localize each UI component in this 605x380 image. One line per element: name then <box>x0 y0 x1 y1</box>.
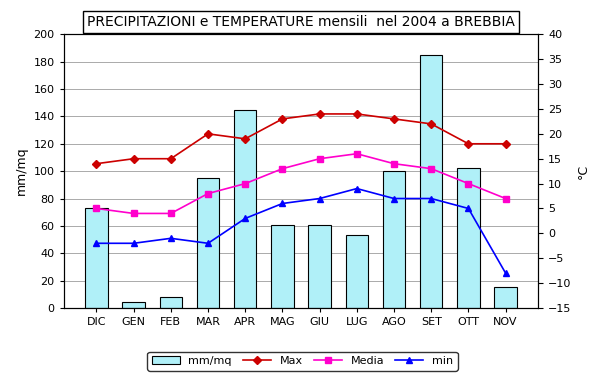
Bar <box>197 178 219 308</box>
Media <box>279 166 286 171</box>
Bar <box>271 225 293 308</box>
Bar <box>309 225 331 308</box>
Media <box>204 191 212 196</box>
Bar <box>234 109 257 308</box>
Bar <box>383 171 405 308</box>
Title: PRECIPITAZIONI e TEMPERATURE mensili  nel 2004 a BREBBIA: PRECIPITAZIONI e TEMPERATURE mensili nel… <box>87 15 515 29</box>
min <box>279 201 286 206</box>
Max <box>241 136 249 141</box>
Max <box>93 162 100 166</box>
Max <box>204 131 212 136</box>
Line: Media: Media <box>94 151 508 216</box>
Max <box>279 117 286 121</box>
min <box>316 196 323 201</box>
Max <box>465 141 472 146</box>
Media <box>353 152 361 156</box>
Y-axis label: mm/mq: mm/mq <box>15 147 28 195</box>
Bar <box>160 297 182 308</box>
Bar <box>494 287 517 308</box>
Max <box>390 117 397 121</box>
min <box>353 186 361 191</box>
Max <box>428 122 435 126</box>
Legend: mm/mq, Max, Media, min: mm/mq, Max, Media, min <box>148 352 457 370</box>
Max <box>502 141 509 146</box>
Max <box>316 112 323 116</box>
Media <box>93 206 100 211</box>
Bar <box>85 208 108 308</box>
Bar <box>457 168 480 308</box>
Media <box>130 211 137 216</box>
Line: Max: Max <box>94 111 508 166</box>
Media <box>428 166 435 171</box>
Bar <box>122 302 145 308</box>
Max <box>130 157 137 161</box>
Bar <box>345 236 368 308</box>
Y-axis label: °C: °C <box>577 164 590 179</box>
Max <box>353 112 361 116</box>
min <box>390 196 397 201</box>
Bar <box>420 55 442 308</box>
Media <box>316 157 323 161</box>
min <box>204 241 212 245</box>
min <box>465 206 472 211</box>
min <box>428 196 435 201</box>
Line: min: min <box>94 186 508 276</box>
min <box>167 236 174 241</box>
Max <box>167 157 174 161</box>
Media <box>390 162 397 166</box>
Media <box>167 211 174 216</box>
Media <box>502 196 509 201</box>
Media <box>465 181 472 186</box>
min <box>241 216 249 221</box>
min <box>502 271 509 276</box>
Media <box>241 181 249 186</box>
min <box>130 241 137 245</box>
min <box>93 241 100 245</box>
